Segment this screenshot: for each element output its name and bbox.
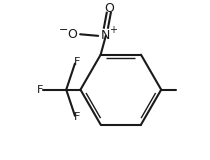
Text: +: + bbox=[109, 25, 117, 35]
Text: F: F bbox=[74, 57, 81, 67]
Text: O: O bbox=[68, 28, 77, 41]
Text: O: O bbox=[104, 2, 114, 16]
Text: −: − bbox=[58, 25, 68, 35]
Text: N: N bbox=[101, 29, 110, 42]
Text: F: F bbox=[74, 112, 81, 122]
Text: F: F bbox=[37, 85, 44, 95]
